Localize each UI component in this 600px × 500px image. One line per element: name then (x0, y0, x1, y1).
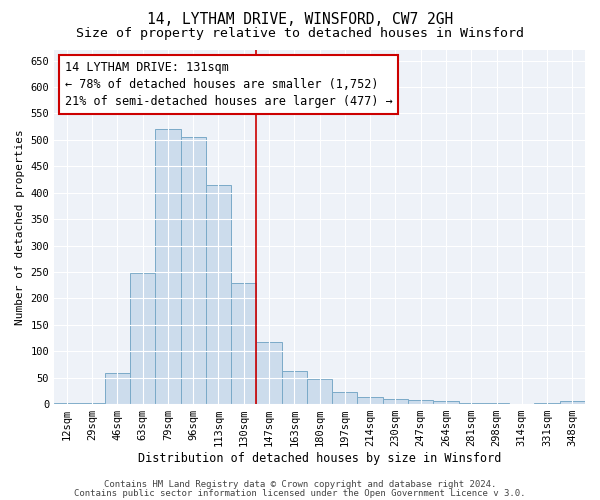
Bar (408, 400, 433, 404)
X-axis label: Distribution of detached houses by size in Winsford: Distribution of detached houses by size … (138, 452, 501, 465)
Bar (155, 130, 181, 404)
Bar (206, 185, 231, 404)
Bar (54, 403, 79, 404)
Bar (458, 403, 484, 404)
Bar (181, 137, 206, 404)
Text: 14, LYTHAM DRIVE, WINSFORD, CW7 2GH: 14, LYTHAM DRIVE, WINSFORD, CW7 2GH (147, 12, 453, 28)
Y-axis label: Number of detached properties: Number of detached properties (15, 129, 25, 325)
Text: Contains HM Land Registry data © Crown copyright and database right 2024.: Contains HM Land Registry data © Crown c… (104, 480, 496, 489)
Text: 14 LYTHAM DRIVE: 131sqm
← 78% of detached houses are smaller (1,752)
21% of semi: 14 LYTHAM DRIVE: 131sqm ← 78% of detache… (65, 60, 392, 108)
Bar (307, 379, 332, 404)
Bar (560, 402, 585, 404)
Bar (281, 371, 307, 404)
Bar (79, 403, 105, 404)
Text: Size of property relative to detached houses in Winsford: Size of property relative to detached ho… (76, 28, 524, 40)
Bar (358, 397, 383, 404)
Bar (105, 374, 130, 404)
Bar (332, 392, 358, 404)
Text: Contains public sector information licensed under the Open Government Licence v : Contains public sector information licen… (74, 488, 526, 498)
Bar (256, 342, 281, 404)
Bar (484, 403, 509, 404)
Bar (130, 273, 155, 404)
Bar (383, 399, 408, 404)
Bar (231, 282, 256, 404)
Bar (535, 403, 560, 404)
Bar (433, 402, 458, 404)
